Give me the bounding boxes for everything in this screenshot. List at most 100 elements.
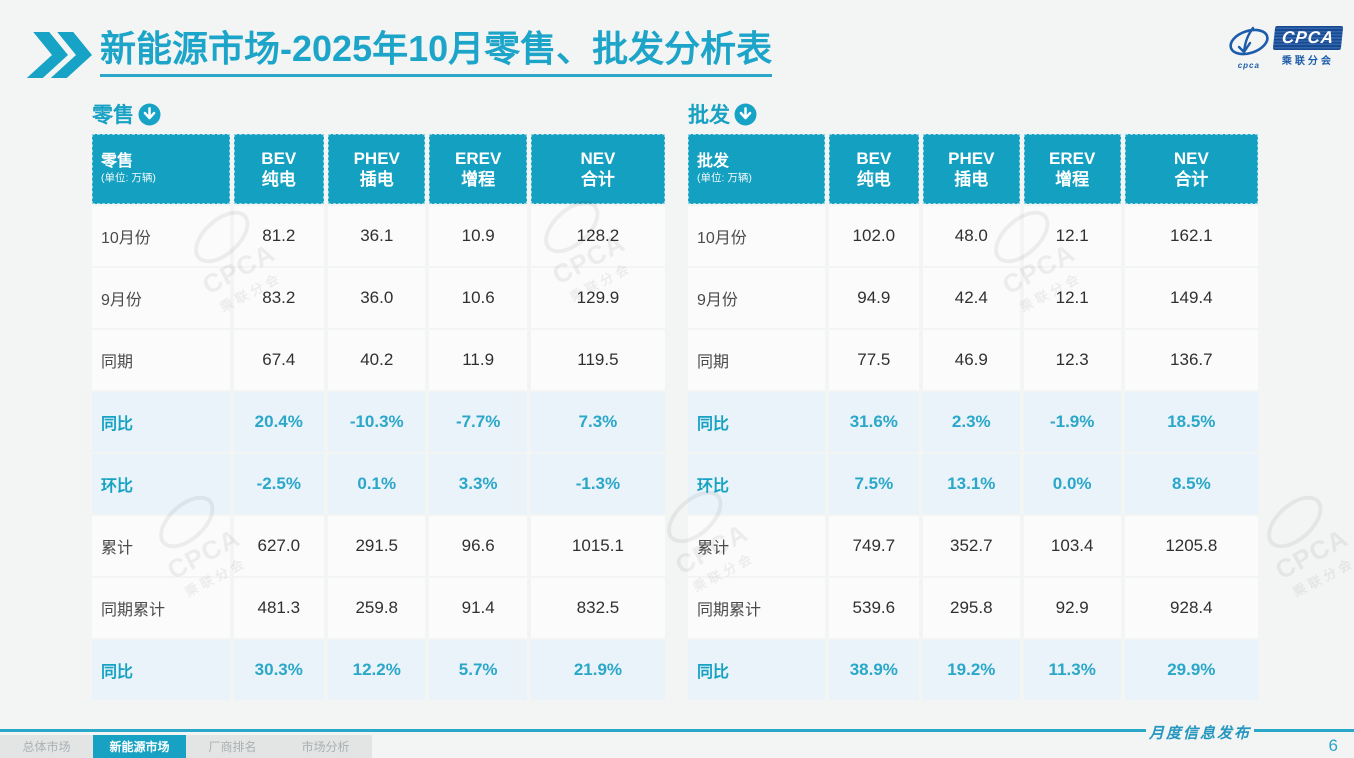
watermark-swoosh-icon — [1257, 485, 1332, 559]
retail-header-row: 零售 (单位: 万辆) BEV 纯电 PHEV 插电 EREV 增程 NEV 合计 — [92, 134, 665, 204]
cell-value: 7.5% — [828, 454, 919, 514]
cell-value: 12.1 — [1023, 268, 1121, 328]
row-label: 累计 — [688, 516, 825, 576]
wholesale-section-label: 批发 — [688, 104, 730, 127]
cell-value: 36.0 — [328, 268, 426, 328]
cell-value: 259.8 — [328, 578, 426, 638]
table-row: 环比 -2.5% 0.1% 3.3% -1.3% — [92, 454, 665, 514]
column-header-bev: BEV 纯电 — [828, 134, 919, 204]
row-label: 9月份 — [688, 268, 825, 328]
cell-value: -1.9% — [1023, 392, 1121, 452]
cell-value: 128.2 — [530, 206, 665, 266]
footer-rule-left — [0, 729, 1146, 732]
table-row: 10月份 81.2 36.1 10.9 128.2 — [92, 206, 665, 266]
page-title-rest: -2025年10月零售、批发分析表 — [280, 28, 773, 69]
cpca-small-text: cpca — [1237, 61, 1260, 70]
cell-value: 0.0% — [1023, 454, 1121, 514]
wholesale-data-table: 批发 (单位: 万辆) BEV 纯电 PHEV 插电 EREV 增程 NEV 合计 10月份 102.… — [688, 134, 1258, 700]
cell-value: 10.6 — [429, 268, 527, 328]
cpca-swoosh-icon: cpca — [1228, 26, 1270, 70]
cell-value: 94.9 — [828, 268, 919, 328]
cell-value: 92.9 — [1023, 578, 1121, 638]
cell-value: -1.3% — [530, 454, 665, 514]
cell-value: 102.0 — [828, 206, 919, 266]
cell-value: 749.7 — [828, 516, 919, 576]
footer-rule-right — [1254, 729, 1354, 732]
row-label: 累计 — [92, 516, 230, 576]
cell-value: 77.5 — [828, 330, 919, 390]
cell-value: 2.3% — [922, 392, 1020, 452]
column-header-phev: PHEV 插电 — [328, 134, 426, 204]
cell-value: 832.5 — [530, 578, 665, 638]
cell-value: 20.4% — [233, 392, 325, 452]
page-title-bold: 新能源市场 — [100, 28, 281, 69]
table-row: 环比 7.5% 13.1% 0.0% 8.5% — [688, 454, 1258, 514]
tab-厂商排名[interactable]: 厂商排名 — [208, 740, 257, 754]
cell-value: 46.9 — [922, 330, 1020, 390]
row-label: 9月份 — [92, 268, 230, 328]
cell-value: 539.6 — [828, 578, 919, 638]
column-header-nev: NEV 合计 — [530, 134, 665, 204]
cell-value: 352.7 — [922, 516, 1020, 576]
cell-value: 31.6% — [828, 392, 919, 452]
table-row: 同期累计 481.3 259.8 91.4 832.5 — [92, 578, 665, 638]
row-label: 同比 — [92, 640, 230, 700]
table-row: 累计 627.0 291.5 96.6 1015.1 — [92, 516, 665, 576]
corner-unit: (单位: 万辆) — [101, 172, 156, 185]
cell-value: 91.4 — [429, 578, 527, 638]
column-header-nev: NEV 合计 — [1124, 134, 1258, 204]
watermark-line2: 乘联分会 — [1290, 554, 1354, 600]
column-header-bev: BEV 纯电 — [233, 134, 325, 204]
cell-value: 627.0 — [233, 516, 325, 576]
cell-value: 12.3 — [1023, 330, 1121, 390]
cell-value: 481.3 — [233, 578, 325, 638]
retail-table-section: 零售 零售 (单位: 万辆) BEV 纯电 PHEV 插电 EREV 增程 NEV 合计 10月份 8… — [92, 100, 665, 700]
cell-value: 38.9% — [828, 640, 919, 700]
wholesale-section-head: 批发 — [688, 100, 1258, 128]
table-row: 10月份 102.0 48.0 12.1 162.1 — [688, 206, 1258, 266]
tab-总体市场[interactable]: 总体市场 — [22, 740, 71, 754]
cell-value: 19.2% — [922, 640, 1020, 700]
circle-down-arrow-icon — [734, 103, 757, 125]
row-label: 同比 — [688, 392, 825, 452]
row-label: 同期累计 — [688, 578, 825, 638]
table-row: 同比 31.6% 2.3% -1.9% 18.5% — [688, 392, 1258, 452]
cell-value: -2.5% — [233, 454, 325, 514]
table-row: 同期累计 539.6 295.8 92.9 928.4 — [688, 578, 1258, 638]
column-header-erev: EREV 增程 — [429, 134, 527, 204]
wholesale-corner-cell: 批发 (单位: 万辆) — [688, 134, 825, 204]
cell-value: 36.1 — [328, 206, 426, 266]
page-title: 新能源市场-2025年10月零售、批发分析表 — [100, 28, 773, 78]
slide-header: 新能源市场-2025年10月零售、批发分析表 — [26, 28, 773, 78]
wholesale-header-row: 批发 (单位: 万辆) BEV 纯电 PHEV 插电 EREV 增程 NEV 合计 — [688, 134, 1258, 204]
corner-label: 批发 — [697, 153, 730, 171]
double-chevron-icon — [26, 32, 92, 78]
row-label: 同期累计 — [92, 578, 230, 638]
circle-down-arrow-icon — [138, 103, 161, 125]
bottom-tab-bar: 总体市场 新能源市场 厂商排名 市场分析 — [0, 735, 372, 758]
cell-value: 10.9 — [429, 206, 527, 266]
cpca-badge: CPCA — [1272, 26, 1344, 50]
cell-value: 0.1% — [328, 454, 426, 514]
table-row: 9月份 94.9 42.4 12.1 149.4 — [688, 268, 1258, 328]
corner-label: 零售 — [101, 153, 134, 171]
table-row: 9月份 83.2 36.0 10.6 129.9 — [92, 268, 665, 328]
row-label: 同比 — [688, 640, 825, 700]
cell-value: -10.3% — [328, 392, 426, 452]
row-label: 同期 — [688, 330, 825, 390]
cell-value: 42.4 — [922, 268, 1020, 328]
retail-corner-cell: 零售 (单位: 万辆) — [92, 134, 230, 204]
cell-value: 119.5 — [530, 330, 665, 390]
tab-新能源市场[interactable]: 新能源市场 — [93, 735, 186, 758]
cell-value: 29.9% — [1124, 640, 1258, 700]
tab-市场分析[interactable]: 市场分析 — [301, 740, 350, 754]
corner-unit: (单位: 万辆) — [697, 172, 752, 185]
cell-value: 3.3% — [429, 454, 527, 514]
cell-value: 67.4 — [233, 330, 325, 390]
retail-data-table: 零售 (单位: 万辆) BEV 纯电 PHEV 插电 EREV 增程 NEV 合计 10月份 81.2… — [92, 134, 665, 700]
cell-value: 8.5% — [1124, 454, 1258, 514]
footer-ribbon-label: 月度信息发布 — [1148, 726, 1251, 742]
watermark-line1: CPCA — [1270, 522, 1353, 586]
cell-value: -7.7% — [429, 392, 527, 452]
